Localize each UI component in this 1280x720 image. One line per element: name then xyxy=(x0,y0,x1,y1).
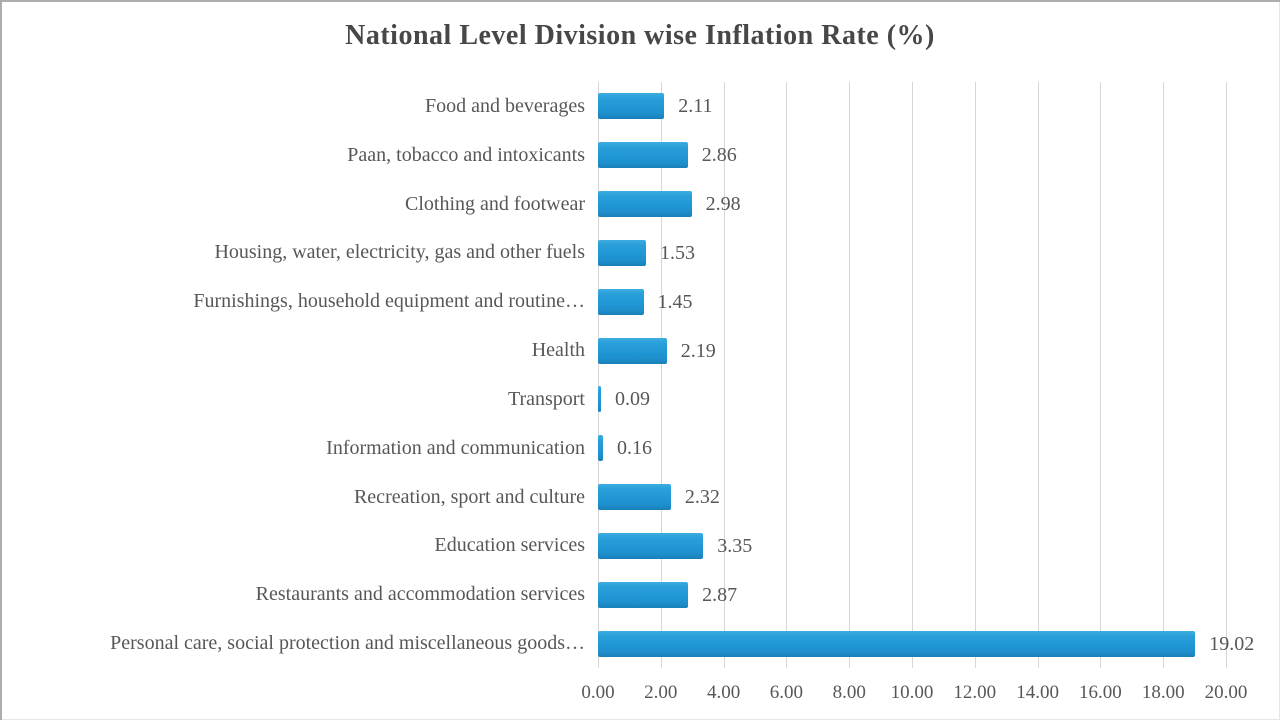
bar-row: 2.19 xyxy=(598,326,1226,375)
bar xyxy=(598,337,667,364)
value-label: 2.87 xyxy=(702,583,738,606)
value-label: 0.09 xyxy=(615,388,650,411)
x-tick-label: 10.00 xyxy=(890,682,934,703)
value-label: 2.19 xyxy=(680,339,716,362)
x-tick-label: 4.00 xyxy=(706,682,741,703)
bar-row: 0.16 xyxy=(598,424,1226,473)
category-label: Information and communication xyxy=(326,436,585,459)
value-axis: 0.00 2.00 4.00 6.00 8.00 10.00 12.00 14.00 16.00… xyxy=(0,682,1280,712)
bar-row: 1.45 xyxy=(598,277,1226,326)
gridline xyxy=(1226,82,1227,668)
gridline xyxy=(974,82,976,668)
category-label: Paan, tobacco and intoxicants xyxy=(347,143,585,166)
bar-row: 19.02 xyxy=(598,619,1254,668)
bar-row: 2.98 xyxy=(598,180,1226,229)
bar-row: 2.87 xyxy=(598,570,1226,619)
bar-row: 0.09 xyxy=(598,375,1226,424)
value-label: 2.98 xyxy=(705,193,741,216)
x-tick-label: 0.00 xyxy=(581,682,615,703)
value-label: 1.53 xyxy=(660,241,696,264)
bar xyxy=(598,435,604,462)
category-label: Food and beverages xyxy=(425,94,585,117)
category-label: Recreation, sport and culture xyxy=(353,485,585,508)
x-tick-label: 20.00 xyxy=(1204,682,1248,703)
x-tick-label: 6.00 xyxy=(769,682,804,703)
category-label: Clothing and footwear xyxy=(405,192,585,215)
bar xyxy=(598,288,644,315)
bar xyxy=(598,191,692,218)
value-label: 3.35 xyxy=(717,534,753,557)
plot-area: 2.11 2.86 2.98 1.53 1.45 2.19 0.09 0.16 2.32 3.35… xyxy=(598,82,1254,668)
bar xyxy=(598,386,601,413)
bar-row: 2.11 xyxy=(598,82,1226,131)
value-label: 2.32 xyxy=(684,486,720,509)
bar xyxy=(598,581,689,608)
x-tick-label: 2.00 xyxy=(644,682,678,703)
category-label: Transport xyxy=(507,387,585,410)
gridline xyxy=(598,82,599,668)
x-tick-label: 18.00 xyxy=(1141,682,1185,703)
gridline xyxy=(1163,82,1165,668)
chart-title: National Level Division wise Inflation R… xyxy=(345,20,935,51)
category-label: Health xyxy=(531,339,585,362)
value-label: 0.16 xyxy=(617,437,653,460)
gridline xyxy=(786,82,788,668)
category-label: Personal care, social protection and mis… xyxy=(110,632,585,655)
bar xyxy=(598,484,671,511)
value-label: 2.11 xyxy=(678,95,713,118)
bar-row: 2.86 xyxy=(598,131,1226,180)
bar-row: 1.53 xyxy=(598,229,1226,278)
bar xyxy=(598,93,665,120)
category-label: Education services xyxy=(434,534,586,557)
bar-row: 2.32 xyxy=(598,473,1226,522)
gridline xyxy=(723,82,725,668)
gridline xyxy=(1100,82,1102,668)
category-label: Furnishings, household equipment and rou… xyxy=(193,290,585,313)
gridline xyxy=(1037,82,1039,668)
value-label: 2.86 xyxy=(701,144,737,167)
x-tick-label: 16.00 xyxy=(1079,682,1122,703)
bar xyxy=(598,532,704,559)
bar-row: 3.35 xyxy=(598,522,1226,571)
category-label: Housing, water, electricity, gas and oth… xyxy=(214,241,585,264)
gridline xyxy=(912,82,913,668)
x-tick-label: 12.00 xyxy=(953,682,997,703)
gridline xyxy=(660,82,662,668)
bar xyxy=(598,630,1196,657)
bar xyxy=(598,142,688,169)
value-label: 19.02 xyxy=(1209,632,1255,655)
category-label: Restaurants and accommodation services xyxy=(255,583,585,606)
x-tick-label: 14.00 xyxy=(1016,682,1059,703)
value-label: 1.45 xyxy=(657,290,693,313)
gridline xyxy=(849,82,851,668)
bar xyxy=(598,239,647,266)
x-tick-label: 8.00 xyxy=(832,682,866,703)
